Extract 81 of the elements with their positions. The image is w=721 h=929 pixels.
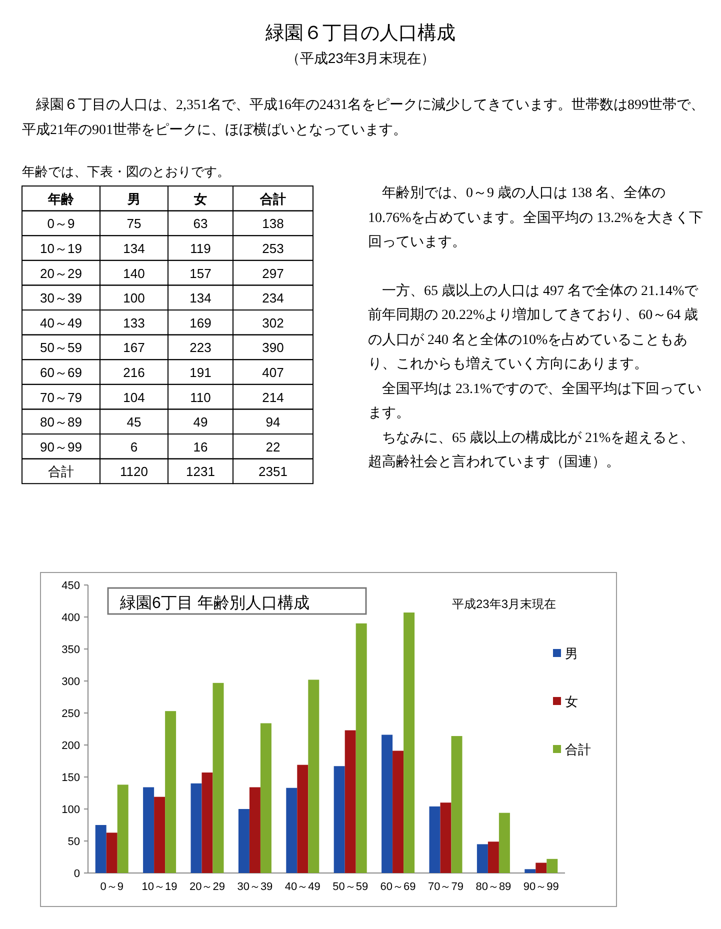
data-label: 302 [262, 315, 284, 330]
x-tick-label: 女 [193, 191, 207, 206]
x-tick-label: 90～99 [523, 881, 559, 893]
data-label: 390 [262, 340, 284, 356]
text: 年齢では、下表・図のとおりです。 [22, 163, 230, 181]
text: （平成23年3月末現在） [284, 50, 436, 68]
data-label: 223 [190, 340, 212, 356]
y-tick-label: 350 [62, 644, 80, 656]
y-tick-label: 0 [74, 868, 80, 880]
data-label: 133 [123, 315, 145, 330]
y-tick-label: 50～59 [40, 340, 82, 356]
y-tick-label: 250 [62, 708, 80, 720]
text: 緑園6丁目 年齢別人口構成 [119, 594, 310, 612]
x-tick-label: 10～19 [142, 881, 178, 893]
y-tick-label: 450 [62, 580, 80, 592]
data-label: 140 [123, 266, 145, 281]
y-tick-label: 400 [62, 612, 80, 624]
y-tick-label: 40～49 [40, 315, 82, 330]
data-label: 138 [262, 216, 284, 232]
text: ちなみに、65 歳以上の構成比が 21%を超えると、超高齢社会と言われています（国連）。 [368, 430, 696, 472]
data-label: 100 [123, 290, 145, 306]
data-label: 45 [126, 414, 142, 430]
data-label: 169 [190, 315, 212, 330]
data-label: 253 [262, 241, 284, 256]
data-label: 157 [190, 266, 212, 281]
text: 緑園６丁目の人口は、2,351名で、平成16年の2431名をピークに減少してきています。世帯数は899世帯で、平成21年の901世帯をピークに、ほぼ横ばいとなっています。 [22, 96, 706, 140]
x-tick-label: 30～39 [237, 881, 273, 893]
y-tick-label: 30～39 [40, 290, 82, 306]
data-label: 6 [130, 439, 138, 454]
data-label: 297 [262, 266, 284, 281]
text: 一方、65 歳以上の人口は 497 名で全体の 21.14%で前年同期の 20.22%より増加してきており、60～64 歳の人口が 240 名と全体の10%を占めていることもあり、これからも増えていく方向にあります。 [368, 282, 700, 374]
text: 年齢別では、0～9 歳の人口は 138 名、全体の 10.76%を占めています。全国平均の 13.2%を大きく下回っています。 [368, 184, 704, 252]
x-tick-label: 80～89 [476, 881, 512, 893]
y-tick-label: 200 [62, 740, 80, 752]
y-tick-label: 10～19 [40, 241, 82, 256]
data-label: 134 [190, 290, 212, 306]
x-tick-label: 合計 [259, 191, 286, 206]
x-tick-label: 60～69 [380, 881, 416, 893]
x-tick-label: 20～29 [190, 881, 225, 893]
y-tick-label: 80～89 [40, 414, 82, 430]
data-label: 1120 [120, 464, 148, 480]
data-label: 234 [262, 290, 284, 306]
y-tick-label: 0～9 [47, 216, 75, 232]
y-tick-label: 20～29 [40, 266, 82, 281]
data-label: 110 [190, 390, 211, 405]
data-label: 49 [193, 414, 208, 430]
y-axis-title: 年齢 [47, 191, 75, 206]
y-tick-label: 300 [62, 676, 80, 688]
data-label: 134 [123, 241, 145, 256]
legend-label: 合計 [565, 742, 591, 757]
y-tick-label: 50 [68, 836, 80, 848]
data-label: 167 [123, 340, 145, 356]
data-label: 2351 [258, 464, 288, 480]
data-label: 22 [266, 439, 280, 454]
text: 平成23年3月末現在 [452, 597, 556, 611]
data-label: 16 [193, 439, 208, 454]
y-tick-label: 100 [62, 804, 80, 816]
data-label: 214 [262, 390, 284, 405]
y-tick-label: 70～79 [40, 390, 82, 405]
x-tick-label: 50～59 [332, 881, 368, 893]
data-label: 119 [190, 241, 211, 256]
y-tick-label: 90～99 [40, 439, 82, 454]
data-label: 1231 [186, 464, 215, 480]
legend-label: 女 [565, 694, 578, 709]
x-tick-label: 40～49 [284, 881, 320, 893]
y-tick-label: 60～69 [40, 365, 82, 380]
y-tick-label: 150 [62, 772, 80, 784]
legend-label: 男 [565, 646, 578, 661]
data-label: 94 [266, 414, 280, 430]
data-label: 407 [262, 365, 284, 380]
data-label: 216 [123, 365, 145, 380]
data-label: 104 [123, 390, 145, 405]
x-tick-label: 男 [126, 191, 140, 206]
y-tick-label: 合計 [48, 464, 74, 480]
text: 全国平均は 23.1%ですので、全国平均は下回っています。 [368, 380, 703, 423]
data-label: 191 [190, 365, 212, 380]
x-tick-label: 70～79 [428, 881, 464, 893]
text: 緑園６丁目の人口構成 [264, 22, 456, 46]
data-label: 63 [193, 216, 208, 232]
data-label: 75 [126, 216, 142, 232]
x-tick-label: 0～9 [100, 881, 124, 893]
